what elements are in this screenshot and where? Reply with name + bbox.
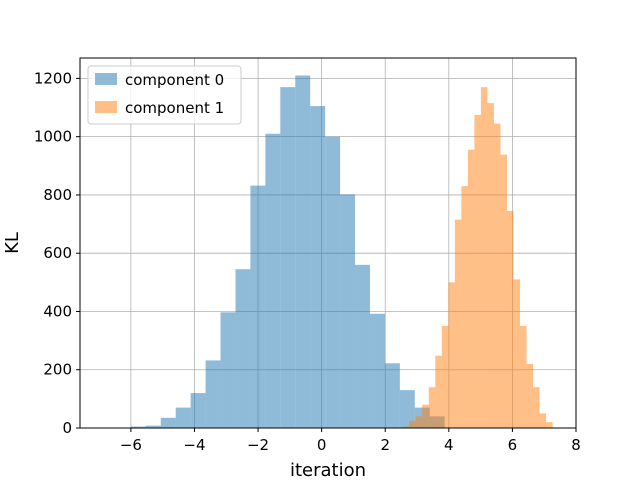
histogram-bar xyxy=(533,387,540,428)
legend-label-component-0: component 0 xyxy=(125,71,224,89)
histogram-bar xyxy=(145,425,161,428)
y-axis-title: KL xyxy=(2,232,23,254)
legend: component 0 component 1 xyxy=(87,65,242,125)
histogram-bar xyxy=(295,75,311,428)
y-tick-label: 0 xyxy=(62,419,72,437)
histogram-bar xyxy=(513,279,521,428)
histogram-bar xyxy=(467,149,475,428)
x-tick-label: 8 xyxy=(571,436,581,454)
histogram-bar xyxy=(428,387,436,428)
histogram-bar xyxy=(480,87,488,429)
histogram-bar xyxy=(454,219,462,428)
histogram-bar xyxy=(487,103,494,429)
histogram-bar xyxy=(280,87,296,429)
histogram-bar xyxy=(539,413,547,428)
histogram-bar xyxy=(402,426,410,428)
histogram-bar xyxy=(250,185,266,428)
y-tick-label: 600 xyxy=(43,244,72,262)
histogram-bar xyxy=(130,426,146,428)
histogram-bar xyxy=(448,282,455,428)
axis-ticks: −6 −4 −2 0 2 4 6 8 0 200 400 600 800 1000 1200 xyxy=(34,69,581,454)
histogram-bar xyxy=(205,360,221,428)
x-tick-label: −2 xyxy=(247,436,269,454)
histogram-bar xyxy=(160,417,176,428)
y-tick-label: 200 xyxy=(43,361,72,379)
histogram-bar xyxy=(235,269,251,428)
histogram-bars xyxy=(130,75,553,429)
y-tick-label: 1200 xyxy=(34,69,72,87)
histogram-bar xyxy=(340,194,356,428)
series-component-0 xyxy=(130,75,445,429)
histogram-bar xyxy=(175,407,191,428)
legend-box xyxy=(87,65,242,125)
y-tick-label: 400 xyxy=(43,302,72,320)
histogram-bar xyxy=(384,363,400,428)
x-tick-label: 2 xyxy=(380,436,390,454)
x-tick-label: 6 xyxy=(508,436,518,454)
legend-swatch-component-1 xyxy=(95,101,117,113)
histogram-bar xyxy=(265,133,281,428)
histogram-bar xyxy=(415,416,423,428)
histogram-bar xyxy=(399,390,415,428)
histogram-bar xyxy=(441,326,449,428)
histogram-bar xyxy=(474,114,481,428)
histogram-bar xyxy=(422,404,429,428)
legend-label-component-1: component 1 xyxy=(125,99,224,117)
histogram-bar xyxy=(500,154,508,428)
x-tick-label: 0 xyxy=(317,436,327,454)
histogram-bar xyxy=(520,326,527,428)
x-tick-label: 4 xyxy=(444,436,454,454)
histogram-bar xyxy=(493,123,501,428)
histogram-bar xyxy=(435,355,442,428)
y-tick-label: 800 xyxy=(43,186,72,204)
legend-swatch-component-0 xyxy=(95,73,117,85)
histogram-bar xyxy=(409,420,416,428)
histogram-bar xyxy=(355,264,370,428)
series-component-1 xyxy=(402,87,553,429)
histogram-bar xyxy=(461,186,468,428)
histogram-bar xyxy=(220,312,236,428)
histogram-bar xyxy=(190,393,206,428)
histogram-bar xyxy=(369,313,385,428)
x-axis-title: iteration xyxy=(290,460,366,480)
histogram-bar xyxy=(546,422,553,428)
histogram-bar xyxy=(310,106,326,429)
plot-frame xyxy=(79,57,577,429)
histogram-bar xyxy=(325,136,341,428)
histogram-bar xyxy=(507,210,514,428)
x-tick-label: −6 xyxy=(120,436,142,454)
y-tick-label: 1000 xyxy=(34,128,72,146)
histogram-bar xyxy=(526,363,534,428)
x-tick-label: −4 xyxy=(183,436,205,454)
